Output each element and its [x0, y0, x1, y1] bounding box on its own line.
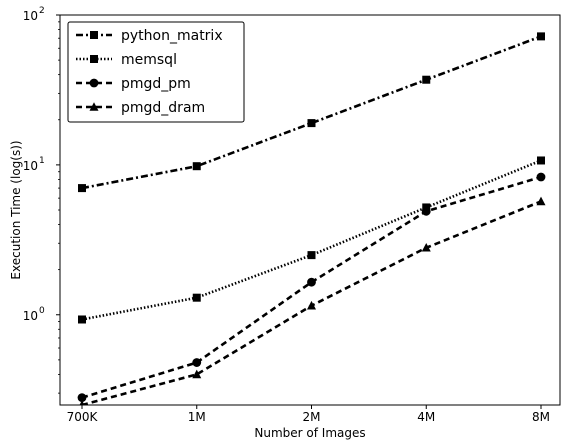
data-point-pmgd_pm: [192, 358, 202, 367]
legend-marker: [89, 78, 99, 88]
x-tick-label: 8M: [532, 410, 550, 424]
data-point-pmgd_dram: [421, 242, 431, 252]
y-tick-exponent: 0: [39, 306, 45, 316]
data-point-pmgd_dram: [192, 369, 202, 379]
legend-box: [67, 21, 245, 123]
legend-label: pmgd_dram: [121, 100, 205, 116]
series-layer: [77, 32, 546, 405]
data-point-python_matrix: [78, 184, 86, 193]
data-point-python_matrix: [192, 162, 201, 171]
y-tick-label: 10: [23, 309, 38, 323]
legend-marker: [90, 55, 98, 63]
series-line-pmgd_pm: [81, 175, 542, 399]
series-line-memsql: [81, 159, 542, 321]
data-point-pmgd_dram: [307, 300, 316, 310]
x-tick-label: 1M: [188, 410, 206, 424]
data-point-python_matrix: [307, 119, 316, 128]
data-point-memsql: [307, 251, 316, 260]
x-axis-label: Number of Images: [254, 426, 365, 440]
y-tick-label: 10: [23, 9, 38, 23]
legend-label: pmgd_pm: [121, 76, 191, 92]
data-point-memsql: [537, 156, 545, 165]
y-tick-label: 10: [23, 159, 38, 173]
legend-marker: [90, 31, 98, 39]
legend-marker: [89, 102, 99, 111]
x-tick-label: 700K: [67, 410, 99, 424]
series-memsql: [78, 156, 545, 324]
series-pmgd_dram: [79, 196, 546, 405]
data-point-pmgd_pm: [307, 277, 316, 287]
series-pmgd_pm: [77, 172, 546, 403]
y-tick-exponent: 2: [39, 6, 45, 16]
data-point-memsql: [192, 293, 201, 302]
y-axis-label: Execution Time (log(s)): [9, 140, 23, 279]
series-line-python_matrix: [81, 35, 542, 190]
data-point-pmgd_pm: [421, 206, 431, 216]
series-python_matrix: [78, 32, 545, 193]
data-point-python_matrix: [537, 32, 545, 41]
legend-item-pmgd_pm: pmgd_pm: [76, 76, 191, 92]
legend-label: memsql: [121, 52, 177, 68]
legend-item-python_matrix: python_matrix: [76, 28, 223, 44]
data-point-memsql: [78, 315, 86, 324]
x-tick-label: 4M: [417, 410, 435, 424]
data-point-pmgd_pm: [77, 393, 87, 403]
x-tick-label: 2M: [303, 410, 321, 424]
y-tick-exponent: 1: [39, 156, 45, 166]
legend-label: python_matrix: [121, 28, 223, 44]
data-point-pmgd_dram: [79, 400, 85, 405]
legend-item-memsql: memsql: [76, 52, 177, 68]
data-point-pmgd_pm: [536, 172, 546, 182]
data-point-pmgd_dram: [536, 196, 546, 206]
legend-item-pmgd_dram: pmgd_dram: [76, 100, 205, 116]
data-point-python_matrix: [422, 75, 431, 84]
